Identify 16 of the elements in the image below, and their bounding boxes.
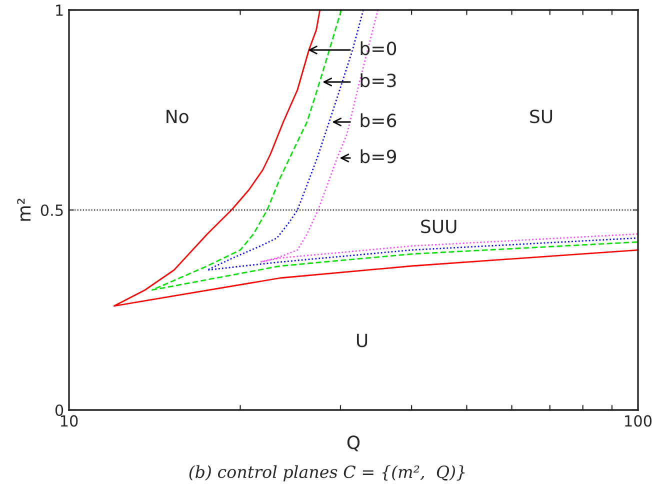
y-tick-label: 0 (55, 404, 64, 416)
annotation: b=3 (360, 73, 396, 88)
x-tick-label: 10 (60, 415, 78, 427)
y-tick-label: 0.5 (40, 204, 63, 216)
annotation: SU (530, 110, 552, 124)
annotation: b=9 (360, 149, 396, 164)
annotation: b=6 (360, 113, 396, 128)
x-tick-label: 100 (625, 415, 652, 427)
y-tick-label: 1 (56, 4, 63, 16)
annotation: SUU (421, 220, 456, 234)
x-axis-title: Q (347, 436, 360, 452)
text: (b) control planes C = {(m², Q)} (189, 465, 465, 482)
y-axis-title: m² (17, 198, 31, 221)
annotation: No (166, 110, 188, 124)
annotation: U (356, 334, 368, 348)
annotation: b=0 (360, 41, 396, 56)
